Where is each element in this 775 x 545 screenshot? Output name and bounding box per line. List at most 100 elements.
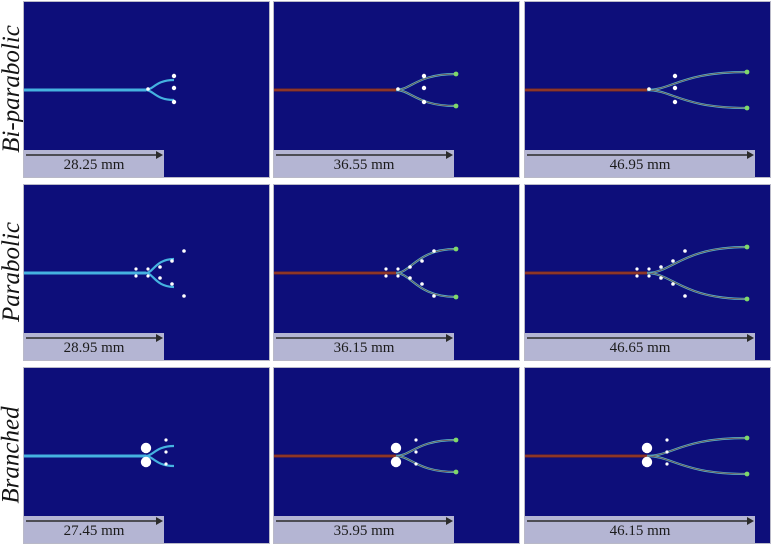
crack-tip <box>453 71 459 77</box>
hole-marker <box>182 249 186 253</box>
simulation-panel: 28.95 mm <box>24 185 269 360</box>
crack-branch-core <box>395 89 457 107</box>
simulation-panel: 28.25 mm <box>24 2 269 177</box>
row-label-text: Parabolic <box>0 222 25 322</box>
scale-bar: 36.55 mm <box>274 150 454 177</box>
hole-marker <box>171 85 177 91</box>
crack-branch <box>646 245 748 275</box>
crack-figure <box>24 249 186 298</box>
hole-marker <box>390 442 402 454</box>
hole-marker <box>421 73 427 79</box>
simulation-panel: 36.15 mm <box>274 185 519 360</box>
crack-branch-core <box>395 439 457 457</box>
crack-figure <box>525 244 750 302</box>
simulation-panel: 27.45 mm <box>24 368 269 543</box>
row-label-text: Branched <box>0 406 26 504</box>
hole-marker <box>672 99 678 105</box>
scale-bar: 36.15 mm <box>274 333 454 360</box>
scale-arrow <box>276 151 453 159</box>
crack-figure <box>274 246 459 300</box>
crack-tip <box>744 244 750 250</box>
scale-arrow <box>26 517 163 525</box>
scale-arrow <box>26 151 163 159</box>
hole-marker <box>171 73 177 79</box>
hole-marker <box>170 259 174 263</box>
crack-figure <box>525 69 750 111</box>
scale-arrow <box>527 151 754 159</box>
crack-length-label: 46.95 mm <box>609 157 671 173</box>
crack-tip <box>453 294 459 300</box>
simulation-panel: 46.65 mm <box>525 185 770 360</box>
crack-tip <box>744 69 750 75</box>
hole-marker <box>396 267 400 271</box>
hole-marker <box>432 249 436 253</box>
hole-marker <box>665 438 669 442</box>
hole-marker <box>408 265 412 269</box>
hole-marker <box>384 274 388 278</box>
hole-marker <box>672 73 678 79</box>
scale-arrow-head <box>156 151 163 159</box>
crack-length-label: 46.15 mm <box>609 523 671 539</box>
crack-tip <box>453 246 459 252</box>
hole-marker <box>414 462 418 466</box>
hole-marker <box>659 276 663 280</box>
hole-marker <box>134 274 138 278</box>
crack-figure <box>24 73 177 105</box>
hole-marker <box>384 267 388 271</box>
crack-branch-core <box>646 89 748 109</box>
hole-marker <box>683 294 687 298</box>
hole-marker <box>659 265 663 269</box>
row-label-bi-parabolic: Bi-parabolic <box>0 0 26 178</box>
crack-branch <box>395 247 457 275</box>
crack-branch-core <box>395 455 457 473</box>
crack-tip <box>744 435 750 441</box>
row-label-text: Bi-parabolic <box>0 25 26 153</box>
crack-length-label: 28.95 mm <box>63 340 125 356</box>
crack-length-label: 46.65 mm <box>609 340 671 356</box>
crack-branch <box>395 271 457 299</box>
scale-bar: 46.95 mm <box>525 150 755 177</box>
hole-marker <box>140 456 152 468</box>
scale-bar: 28.95 mm <box>24 333 164 360</box>
simulation-panel: 46.15 mm <box>525 368 770 543</box>
hole-marker <box>665 450 669 454</box>
crack-length-label: 36.55 mm <box>333 157 395 173</box>
hole-marker <box>408 276 412 280</box>
scale-arrow <box>276 334 453 342</box>
scale-arrow <box>527 517 754 525</box>
crack-branch <box>145 271 175 289</box>
crack-length-label: 35.95 mm <box>333 523 395 539</box>
hole-marker <box>671 282 675 286</box>
hole-marker <box>672 85 678 91</box>
row-label-parabolic: Parabolic <box>0 183 25 361</box>
crack-branch <box>145 88 175 102</box>
hole-marker <box>641 442 653 454</box>
scale-bar: 46.65 mm <box>525 333 755 360</box>
scale-arrow-head <box>446 151 453 159</box>
hole-marker <box>170 282 174 286</box>
crack-figure <box>525 435 750 477</box>
crack-branch-core <box>646 455 748 475</box>
scale-arrow-head <box>446 517 453 525</box>
crack-figure <box>274 437 459 475</box>
crack-main <box>24 88 146 92</box>
hole-marker <box>647 267 651 271</box>
hole-marker <box>635 267 639 271</box>
hole-marker <box>146 267 150 271</box>
crack-tip <box>744 105 750 111</box>
simulation-panel: 46.95 mm <box>525 2 770 177</box>
crack-main <box>24 271 146 275</box>
scale-arrow-head <box>747 151 754 159</box>
scale-bar: 27.45 mm <box>24 516 164 543</box>
hole-marker <box>396 274 400 278</box>
crack-figure <box>274 71 459 109</box>
crack-length-label: 28.25 mm <box>63 157 125 173</box>
hole-marker <box>164 438 168 442</box>
scale-arrow <box>527 334 754 342</box>
crack-tip <box>453 437 459 443</box>
hole-marker <box>414 450 418 454</box>
hole-marker <box>390 456 402 468</box>
hole-marker <box>146 274 150 278</box>
scale-arrow-head <box>747 334 754 342</box>
crack-figure <box>24 438 175 468</box>
